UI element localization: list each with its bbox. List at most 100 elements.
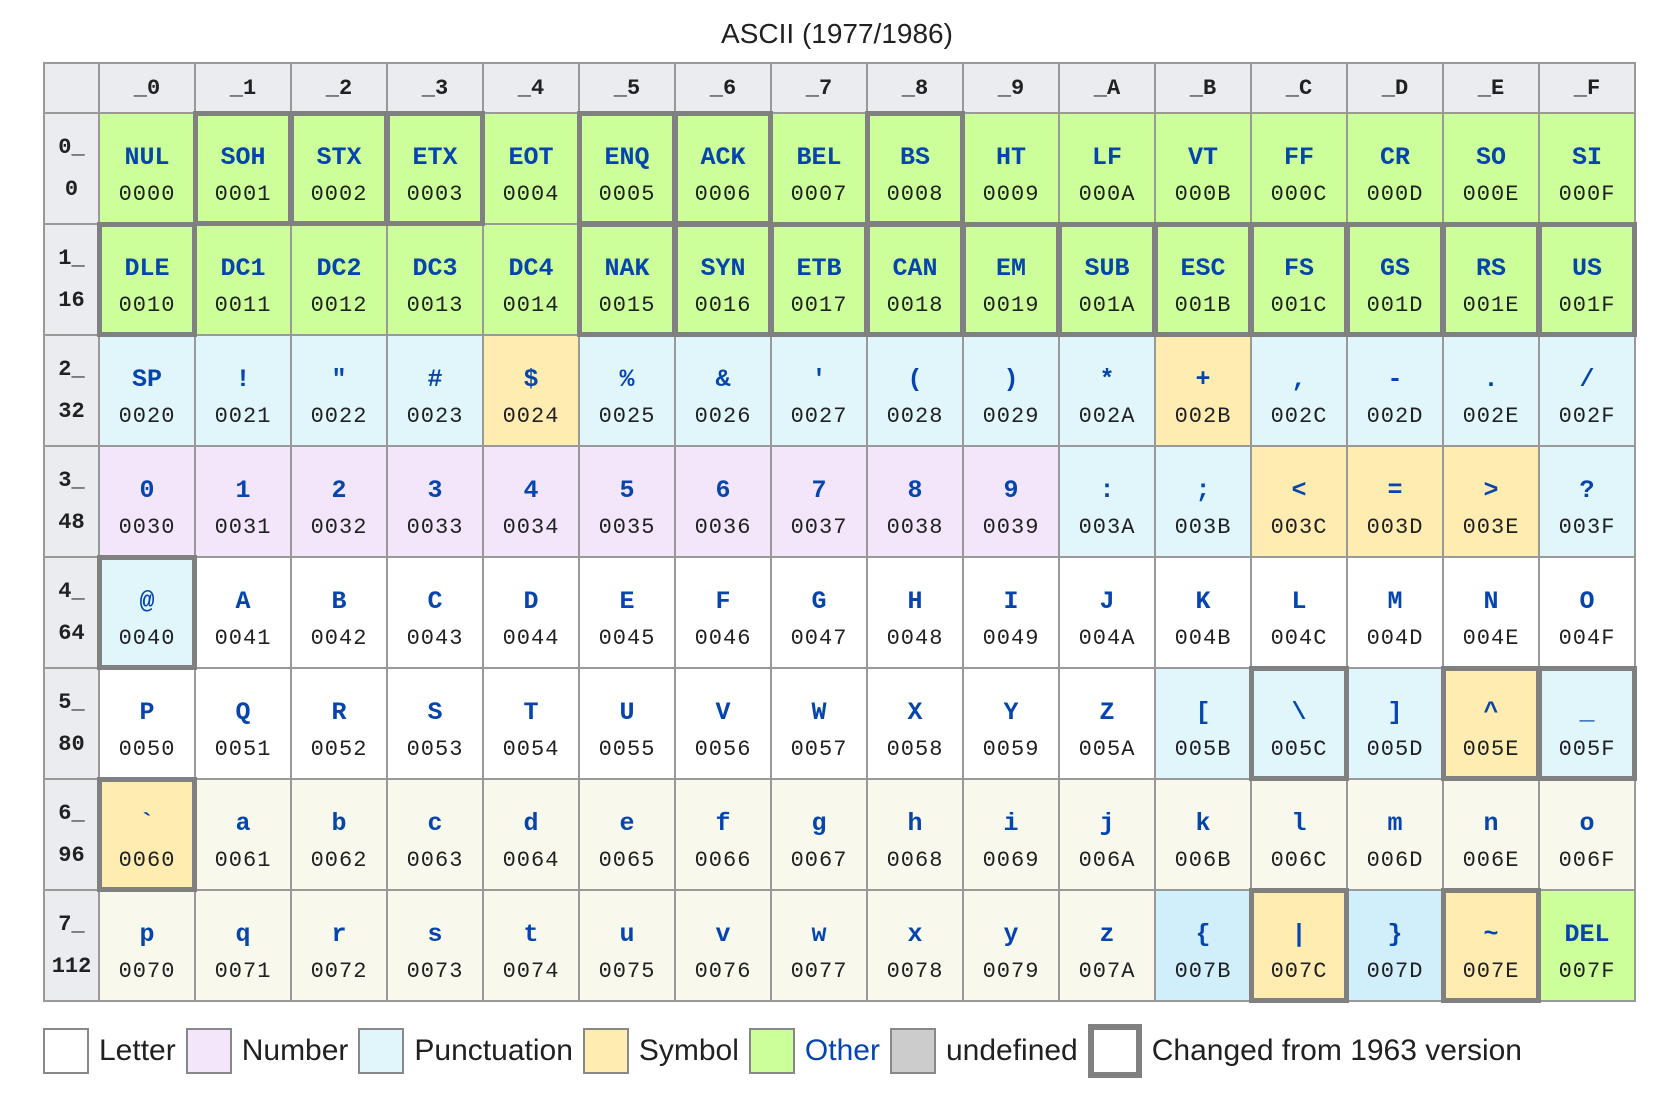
character-link[interactable]: J	[1099, 587, 1115, 616]
character-link[interactable]: U	[619, 698, 635, 727]
character-link[interactable]: ~	[1483, 920, 1499, 949]
character-link[interactable]: .	[1483, 365, 1499, 394]
character-link[interactable]: K	[1195, 587, 1211, 616]
character-link[interactable]: 4	[523, 476, 539, 505]
character-link[interactable]: t	[523, 920, 539, 949]
character-link[interactable]: O	[1579, 587, 1595, 616]
legend-link-other[interactable]: Other	[804, 1034, 880, 1067]
character-link[interactable]: d	[523, 809, 539, 838]
character-link[interactable]: s	[427, 920, 443, 949]
character-link[interactable]: %	[619, 365, 635, 394]
character-link[interactable]: "	[331, 365, 347, 394]
character-link[interactable]: ESC	[1180, 254, 1226, 283]
character-link[interactable]: C	[427, 587, 443, 616]
character-link[interactable]: ENQ	[604, 143, 650, 172]
character-link[interactable]: 7	[811, 476, 827, 505]
character-link[interactable]: b	[331, 809, 347, 838]
character-link[interactable]: k	[1195, 809, 1211, 838]
character-link[interactable]: M	[1387, 587, 1403, 616]
character-link[interactable]: VT	[1187, 143, 1218, 172]
character-link[interactable]: DLE	[124, 254, 170, 283]
character-link[interactable]: }	[1387, 920, 1403, 949]
character-link[interactable]: F	[715, 587, 731, 616]
character-link[interactable]: >	[1483, 476, 1499, 505]
character-link[interactable]: \	[1291, 698, 1307, 727]
character-link[interactable]: STX	[316, 143, 362, 172]
character-link[interactable]: 3	[427, 476, 443, 505]
character-link[interactable]: y	[1003, 920, 1019, 949]
character-link[interactable]: z	[1099, 920, 1115, 949]
character-link[interactable]: :	[1099, 476, 1115, 505]
character-link[interactable]: f	[715, 809, 731, 838]
character-link[interactable]: '	[811, 365, 827, 394]
character-link[interactable]: P	[139, 698, 155, 727]
character-link[interactable]: #	[427, 365, 443, 394]
character-link[interactable]: US	[1571, 254, 1602, 283]
character-link[interactable]: 2	[331, 476, 347, 505]
character-link[interactable]: 8	[907, 476, 923, 505]
character-link[interactable]: A	[235, 587, 251, 616]
character-link[interactable]: SYN	[700, 254, 746, 283]
character-link[interactable]: ETB	[796, 254, 842, 283]
character-link[interactable]: H	[907, 587, 923, 616]
character-link[interactable]: ACK	[700, 143, 746, 172]
character-link[interactable]: Z	[1099, 698, 1115, 727]
character-link[interactable]: p	[139, 920, 155, 949]
character-link[interactable]: R	[331, 698, 347, 727]
character-link[interactable]: DC4	[508, 254, 554, 283]
character-link[interactable]: HT	[995, 143, 1026, 172]
character-link[interactable]: 5	[619, 476, 635, 505]
character-link[interactable]: e	[619, 809, 635, 838]
character-link[interactable]: 0	[139, 476, 155, 505]
character-link[interactable]: DC1	[220, 254, 266, 283]
character-link[interactable]: i	[1003, 809, 1019, 838]
character-link[interactable]: )	[1003, 365, 1019, 394]
character-link[interactable]: 9	[1003, 476, 1019, 505]
character-link[interactable]: h	[907, 809, 923, 838]
character-link[interactable]: T	[523, 698, 539, 727]
character-link[interactable]: ^	[1483, 698, 1499, 727]
character-link[interactable]: w	[811, 920, 827, 949]
character-link[interactable]: LF	[1091, 143, 1122, 172]
character-link[interactable]: N	[1483, 587, 1499, 616]
character-link[interactable]: &	[715, 365, 731, 394]
character-link[interactable]: SP	[131, 365, 162, 394]
character-link[interactable]: DEL	[1564, 920, 1610, 949]
character-link[interactable]: W	[811, 698, 827, 727]
character-link[interactable]: Q	[235, 698, 251, 727]
character-link[interactable]: B	[331, 587, 347, 616]
character-link[interactable]: o	[1579, 809, 1595, 838]
character-link[interactable]: CR	[1379, 143, 1410, 172]
character-link[interactable]: SO	[1475, 143, 1506, 172]
character-link[interactable]: ?	[1579, 476, 1595, 505]
character-link[interactable]: L	[1291, 587, 1307, 616]
character-link[interactable]: DC3	[412, 254, 458, 283]
character-link[interactable]: E	[619, 587, 635, 616]
character-link[interactable]: X	[907, 698, 923, 727]
character-link[interactable]: 6	[715, 476, 731, 505]
character-link[interactable]: 1	[235, 476, 251, 505]
character-link[interactable]: GS	[1379, 254, 1410, 283]
character-link[interactable]: *	[1099, 365, 1115, 394]
character-link[interactable]: [	[1195, 698, 1211, 727]
character-link[interactable]: +	[1195, 365, 1211, 394]
character-link[interactable]: u	[619, 920, 635, 949]
character-link[interactable]: G	[811, 587, 827, 616]
character-link[interactable]: m	[1387, 809, 1403, 838]
character-link[interactable]: r	[331, 920, 347, 949]
character-link[interactable]: v	[715, 920, 731, 949]
character-link[interactable]: S	[427, 698, 443, 727]
character-link[interactable]: (	[907, 365, 923, 394]
character-link[interactable]: DC2	[316, 254, 362, 283]
character-link[interactable]: !	[235, 365, 251, 394]
character-link[interactable]: -	[1387, 365, 1403, 394]
character-link[interactable]: BS	[899, 143, 930, 172]
character-link[interactable]: RS	[1475, 254, 1506, 283]
character-link[interactable]: _	[1579, 698, 1595, 727]
character-link[interactable]: SOH	[220, 143, 266, 172]
character-link[interactable]: {	[1195, 920, 1211, 949]
character-link[interactable]: CAN	[892, 254, 938, 283]
character-link[interactable]: Y	[1003, 698, 1019, 727]
character-link[interactable]: NAK	[604, 254, 650, 283]
character-link[interactable]: SI	[1571, 143, 1602, 172]
